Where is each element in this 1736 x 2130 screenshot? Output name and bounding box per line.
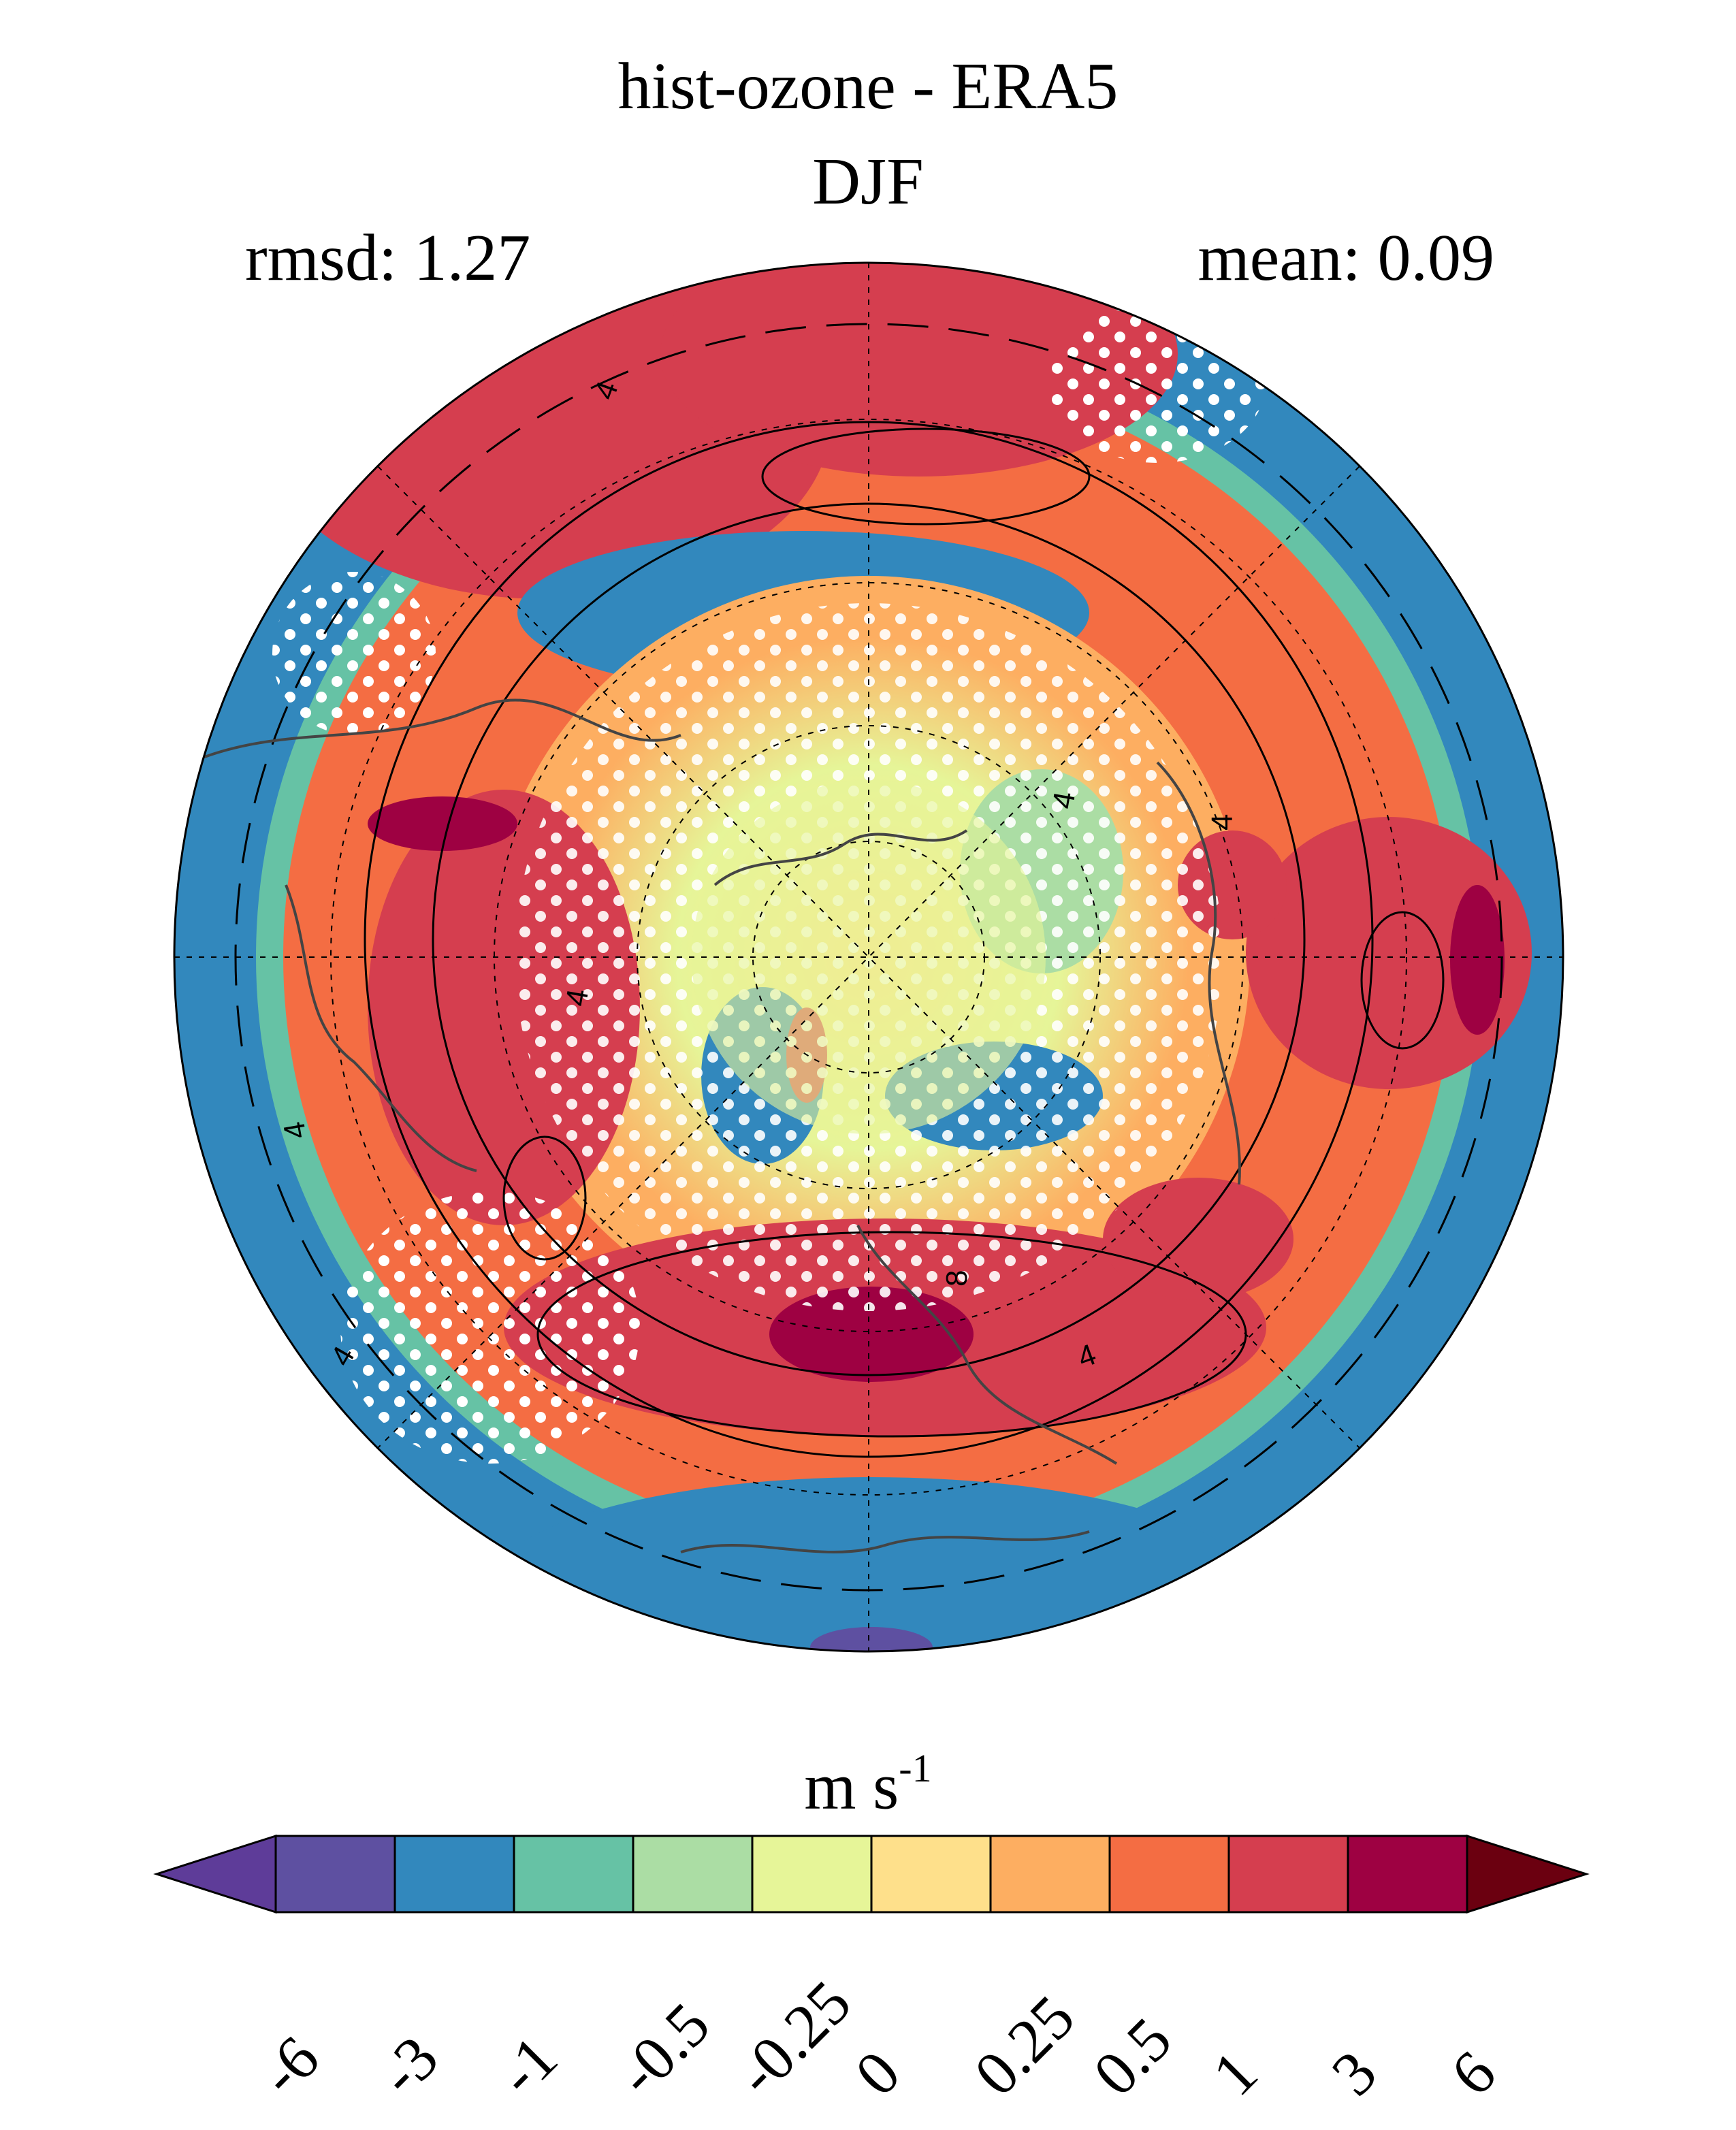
- map-border: [173, 261, 1564, 1653]
- colorbar-tick-label: 3: [1318, 2037, 1390, 2109]
- units-text: m s: [804, 1749, 899, 1824]
- colorbar-tick-label: -0.5: [603, 1989, 723, 2109]
- stipple-southwest: [340, 1191, 640, 1464]
- mean-label: mean: 0.09: [1197, 221, 1494, 295]
- colorbar-tick-label: -3: [365, 2022, 451, 2109]
- colorbar-cell: [513, 1835, 634, 1914]
- rmsd-label: rmsd: 1.27: [245, 221, 531, 295]
- stipple-northeast: [1048, 300, 1266, 463]
- units-exponent: -1: [899, 1746, 932, 1790]
- field-darkred-west: [368, 796, 517, 851]
- field-red-east: [1246, 817, 1532, 1089]
- units-label: m s-1: [0, 1749, 1736, 1820]
- colorbar-cells: [153, 1834, 1590, 1914]
- colorbar-extend-high: [1466, 1834, 1590, 1914]
- colorbar-cell: [393, 1835, 515, 1914]
- colorbar-tick-label: 1: [1199, 2037, 1271, 2109]
- colorbar-cell: [1347, 1835, 1468, 1914]
- colorbar-tick-label: 0: [841, 2037, 914, 2109]
- field-red-southeast: [1103, 1178, 1293, 1300]
- colorbar-cell: [274, 1835, 396, 1914]
- field-purple-south: [810, 1627, 933, 1651]
- field-darkred-south: [769, 1287, 974, 1382]
- colorbar-tick-label: 0.25: [961, 1982, 1088, 2109]
- colorbar-tick-label: -1: [484, 2022, 570, 2109]
- colorbar-cell: [1227, 1835, 1349, 1914]
- colorbar-tick-label: 0.5: [1080, 2004, 1185, 2109]
- coastlines: [190, 698, 1241, 1553]
- contour-label: 4: [1206, 814, 1239, 830]
- colorbar-cell: [751, 1835, 873, 1914]
- contours: [234, 323, 1503, 1592]
- colorbar-extend-low: [153, 1834, 277, 1914]
- colorbar-tick-label: 6: [1437, 2037, 1509, 2109]
- polar-map: 4 4 4 4 4 8 4 4: [173, 261, 1564, 1653]
- colorbar-tick-label: -6: [246, 2022, 332, 2109]
- field-blue-south: [490, 1477, 1253, 1651]
- colorbar-cell: [870, 1835, 992, 1914]
- season-label: DJF: [812, 145, 924, 219]
- contour-label: 8: [940, 1270, 974, 1287]
- figure-title: hist-ozone - ERA5: [617, 50, 1119, 123]
- field-red-north: [660, 263, 1178, 477]
- field-darkred-east: [1450, 885, 1505, 1035]
- colorbar-tick-label: -0.25: [722, 1967, 865, 2109]
- colorbar-cell: [1108, 1835, 1230, 1914]
- graticule: [174, 263, 1563, 1651]
- colorbar-cell: [989, 1835, 1111, 1914]
- stipple-west: [272, 572, 436, 735]
- colorbar-cell: [632, 1835, 754, 1914]
